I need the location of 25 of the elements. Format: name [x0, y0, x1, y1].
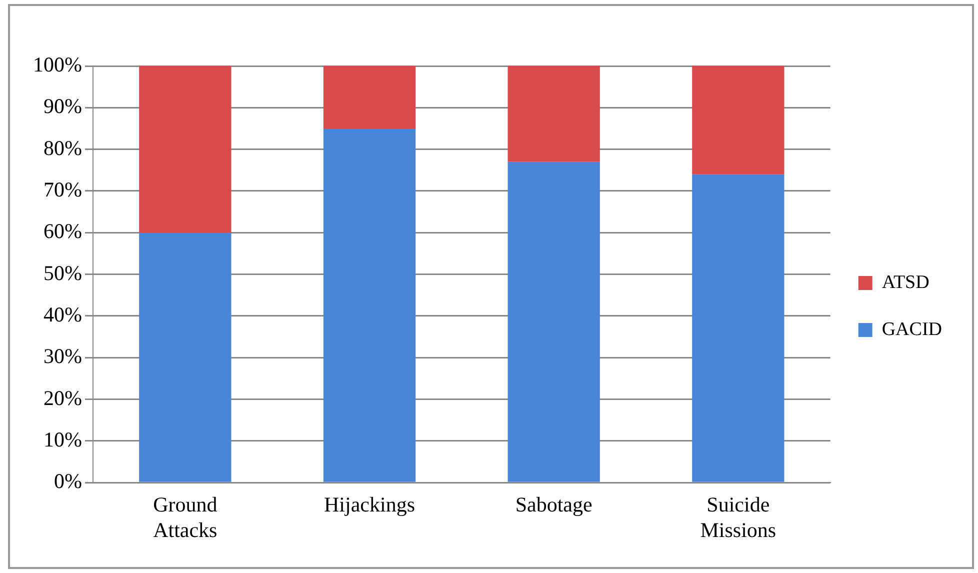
y-tick-label: 10% [43, 427, 82, 452]
y-tick-label: 0% [54, 469, 82, 494]
bar [692, 174, 784, 482]
bar [508, 66, 600, 162]
x-tick-label: Suicide Missions [700, 492, 776, 542]
bar [323, 128, 416, 482]
y-tick-label: 70% [43, 177, 82, 202]
legend-label: ATSD [882, 272, 930, 293]
bar [139, 232, 232, 482]
x-tick-label: Sabotage [515, 492, 592, 517]
y-tick-label: 80% [43, 136, 82, 160]
bar [139, 66, 232, 233]
bar [692, 66, 784, 174]
y-tick-label: 20% [43, 386, 82, 410]
y-tick-label: 30% [43, 344, 82, 368]
y-tick-label: 90% [43, 94, 82, 118]
bar [508, 162, 600, 482]
y-tick-label: 50% [43, 260, 82, 285]
y-tick-label: 60% [43, 219, 82, 244]
y-tick-label: 100% [32, 52, 82, 77]
legend-label: GACID [882, 318, 942, 340]
bar [323, 66, 416, 128]
x-tick-label: Ground Attacks [153, 492, 218, 542]
y-tick-label: 40% [43, 302, 82, 326]
x-tick-label: Hijackings [324, 492, 415, 517]
